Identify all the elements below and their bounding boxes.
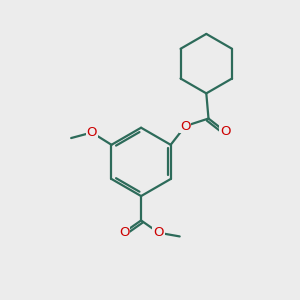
Text: O: O	[119, 226, 129, 239]
Text: O: O	[220, 125, 231, 138]
Text: O: O	[180, 120, 190, 133]
Text: O: O	[87, 126, 97, 139]
Text: O: O	[153, 226, 164, 239]
